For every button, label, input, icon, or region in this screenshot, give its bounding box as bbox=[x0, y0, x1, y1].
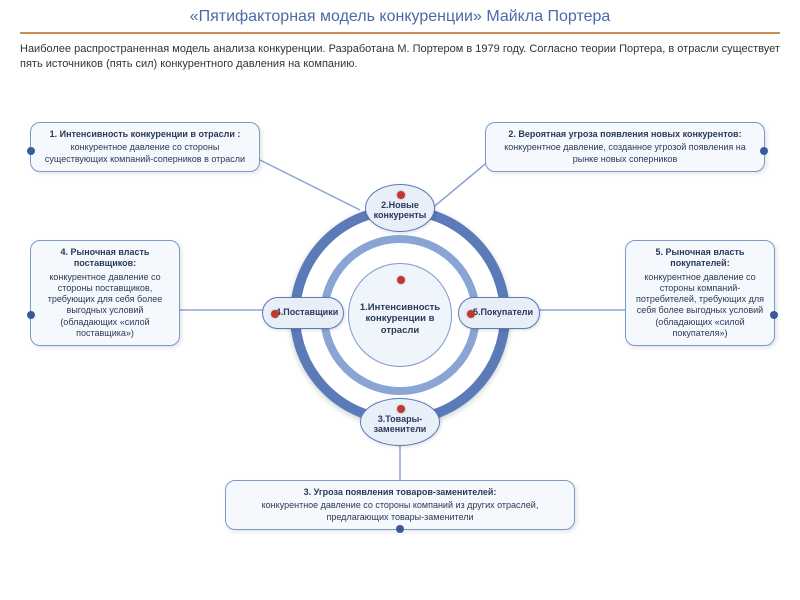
diagram-canvas: 1.Интенсивность конкуренции в отрасли 2.… bbox=[0, 110, 800, 600]
force-bottom-label: 3.Товары-заменители bbox=[361, 415, 439, 435]
force-right: 5.Покупатели bbox=[458, 297, 540, 329]
box5-title: 5. Рыночная власть покупателей: bbox=[634, 247, 766, 270]
force-right-label: 5.Покупатели bbox=[473, 308, 533, 318]
page-title: «Пятифакторная модель конкуренции» Майкл… bbox=[20, 8, 780, 26]
force-top-label: 2.Новые конкуренты bbox=[366, 201, 434, 221]
box3-title: 3. Угроза появления товаров-заменителей: bbox=[234, 487, 566, 498]
force-bottom: 3.Товары-заменители bbox=[360, 398, 440, 446]
box4-text: конкурентное давление со стороны поставщ… bbox=[48, 272, 163, 338]
center-label: 1.Интенсивность конкуренции в отрасли bbox=[357, 302, 443, 336]
dot-icon bbox=[271, 310, 279, 318]
box5-text: конкурентное давление со стороны компани… bbox=[636, 272, 764, 338]
dot-icon bbox=[27, 311, 35, 319]
box1-title: 1. Интенсивность конкуренции в отрасли : bbox=[39, 129, 251, 140]
dot-icon bbox=[770, 311, 778, 319]
box2-text: конкурентное давление, созданное угрозой… bbox=[504, 142, 745, 163]
box3-text: конкурентное давление со стороны компани… bbox=[262, 500, 539, 521]
dot-icon bbox=[467, 310, 475, 318]
info-box-5: 5. Рыночная власть покупателей: конкурен… bbox=[625, 240, 775, 346]
dot-icon bbox=[397, 276, 405, 284]
box1-text: конкурентное давление со стороны существ… bbox=[45, 142, 245, 163]
dot-icon bbox=[396, 525, 404, 533]
force-top: 2.Новые конкуренты bbox=[365, 184, 435, 232]
center-node: 1.Интенсивность конкуренции в отрасли bbox=[348, 263, 452, 367]
info-box-4: 4. Рыночная власть поставщиков: конкурен… bbox=[30, 240, 180, 346]
force-left: 4.Поставщики bbox=[262, 297, 344, 329]
force-left-label: 4.Поставщики bbox=[276, 308, 338, 318]
box2-title: 2. Вероятная угроза появления новых конк… bbox=[494, 129, 756, 140]
dot-icon bbox=[397, 405, 405, 413]
box4-title: 4. Рыночная власть поставщиков: bbox=[39, 247, 171, 270]
dot-icon bbox=[760, 147, 768, 155]
info-box-2: 2. Вероятная угроза появления новых конк… bbox=[485, 122, 765, 172]
info-box-1: 1. Интенсивность конкуренции в отрасли :… bbox=[30, 122, 260, 172]
dot-icon bbox=[397, 191, 405, 199]
info-box-3: 3. Угроза появления товаров-заменителей:… bbox=[225, 480, 575, 530]
dot-icon bbox=[27, 147, 35, 155]
intro-text: Наиболее распространенная модель анализа… bbox=[0, 34, 800, 77]
